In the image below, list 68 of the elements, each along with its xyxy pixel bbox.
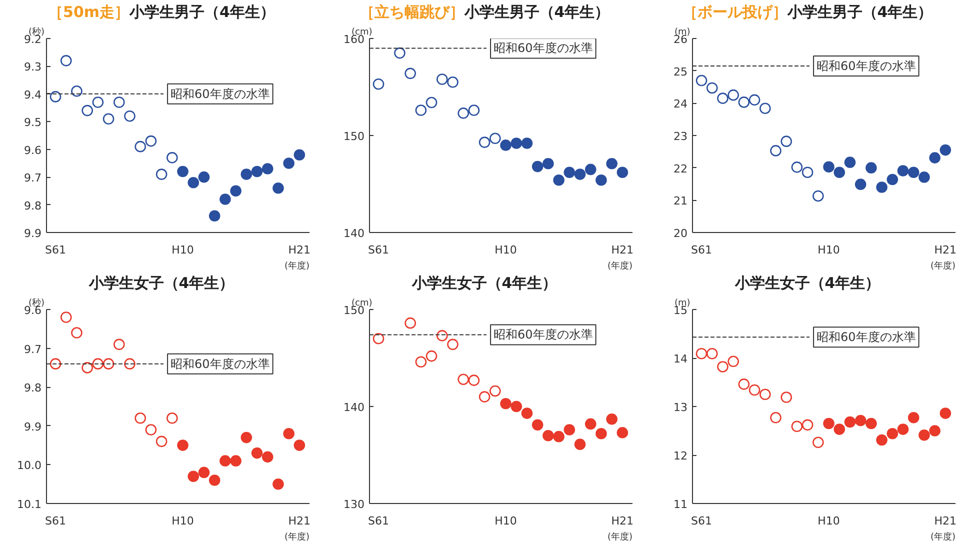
chart-title: 小学生女子（4年生）: [412, 274, 558, 292]
y-tick-label: 21: [674, 194, 688, 208]
x-tick-label: H10: [818, 244, 840, 256]
y-tick-label: 22: [674, 162, 688, 176]
ref-line-label: 昭和60年度の水準: [816, 58, 916, 73]
ref-line-label: 昭和60年度の水準: [816, 330, 916, 344]
ref-line-label: 昭和60年度の水準: [170, 356, 270, 371]
chart-title: 小学生男子（4年生）: [464, 3, 610, 21]
x-axis-title: (年度): [284, 532, 310, 542]
chart-title: 小学生女子（4年生）: [88, 274, 234, 292]
chart-subtitle: ［ボール投げ］: [682, 3, 788, 21]
chart-subtitle: ［立ち幅跳び］: [359, 3, 464, 21]
x-tick-label: H10: [818, 514, 840, 528]
x-tick-label: H10: [494, 514, 517, 528]
y-tick-label: 12: [674, 450, 688, 462]
x-tick-label: H21: [288, 514, 311, 528]
y-tick-label: 10.0: [17, 459, 42, 472]
y-tick-label: 23: [674, 130, 688, 143]
y-tick-label: 24: [674, 98, 688, 111]
y-tick-label: 9.8: [24, 199, 42, 212]
y-tick-label: 20: [674, 227, 688, 240]
y-tick-label: 9.6: [24, 144, 42, 157]
y-tick-label: 9.8: [24, 382, 42, 395]
chart-title: 小学生男子（4年生）: [787, 3, 933, 21]
x-tick-label: S61: [368, 244, 390, 256]
chart-title: 小学生女子（4年生）: [734, 274, 880, 292]
y-tick-label: 13: [674, 401, 688, 414]
x-tick-label: H10: [172, 514, 194, 528]
y-tick-label: 10.1: [17, 498, 42, 511]
y-tick-label: 150: [344, 130, 365, 143]
x-tick-label: H21: [934, 244, 957, 256]
x-axis-title: (年度): [607, 260, 633, 272]
x-tick-label: H21: [611, 514, 634, 528]
x-tick-label: S61: [691, 514, 712, 528]
chart-title: 小学生男子（4年生）: [130, 3, 275, 21]
y-tick-label: 140: [344, 227, 365, 240]
x-axis-title: (年度): [284, 260, 310, 272]
y-tick-label: 9.7: [24, 342, 42, 356]
x-tick-label: H21: [288, 244, 311, 256]
ref-line-label: 昭和60年度の水準: [494, 41, 593, 56]
x-tick-label: H10: [172, 244, 194, 256]
y-tick-label: 25: [674, 65, 688, 78]
x-tick-label: H21: [934, 514, 957, 528]
y-tick-label: 9.6: [24, 304, 42, 317]
x-tick-label: H10: [494, 244, 517, 256]
ref-line-label: 昭和60年度の水準: [494, 328, 593, 342]
x-tick-label: S61: [368, 514, 390, 528]
y-tick-label: 140: [344, 401, 365, 414]
x-tick-label: S61: [691, 244, 712, 256]
y-tick-label: 9.5: [24, 116, 42, 130]
x-tick-label: S61: [45, 514, 66, 528]
y-tick-label: 9.9: [24, 227, 42, 240]
x-axis-title: (年度): [607, 532, 633, 542]
y-tick-label: 9.2: [24, 33, 42, 46]
x-tick-label: S61: [45, 244, 66, 256]
y-tick-label: 11: [674, 498, 688, 511]
y-tick-label: 130: [344, 498, 365, 511]
y-tick-label: 14: [674, 352, 688, 366]
y-tick-label: 9.4: [24, 88, 42, 102]
y-tick-label: 9.9: [24, 420, 42, 434]
chart-subtitle: ［50m走］: [48, 3, 130, 21]
y-tick-label: 9.3: [24, 60, 42, 74]
y-tick-label: 150: [344, 304, 365, 317]
x-axis-title: (年度): [930, 532, 956, 542]
x-tick-label: H21: [611, 244, 634, 256]
y-tick-label: 9.7: [24, 172, 42, 185]
ref-line-label: 昭和60年度の水準: [170, 86, 270, 101]
x-axis-title: (年度): [930, 260, 956, 272]
